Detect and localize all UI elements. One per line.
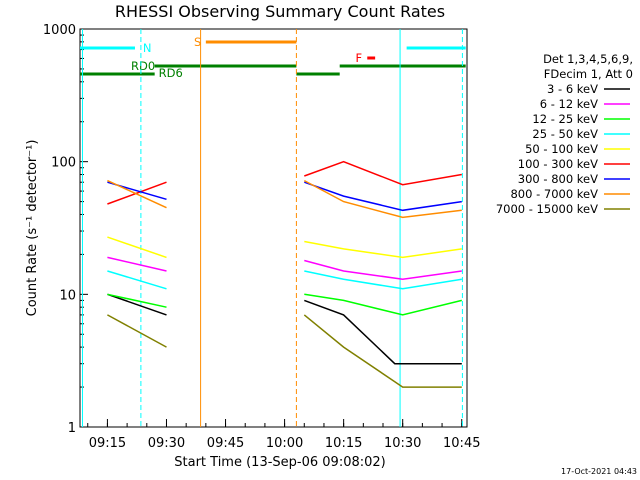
series-line <box>107 293 167 316</box>
legend-label: 12 - 25 keV <box>532 112 598 126</box>
plot-frame <box>79 28 468 428</box>
legend-label: 800 - 7000 keV <box>510 187 598 201</box>
x-axis-label: Start Time (13-Sep-06 09:08:02) <box>174 455 385 470</box>
timestamp: 17-Oct-2021 04:43 <box>561 467 637 476</box>
legend: Det 1,3,4,5,6,9, FDecim 1, Att 0 3 - 6 k… <box>496 52 633 216</box>
series-lines <box>107 160 462 388</box>
y-tick-label: 1000 <box>43 23 76 38</box>
plot-area: 1 10 100 1000 09:15 09:30 09:45 10:00 10:15 10:3… <box>43 23 481 451</box>
x-tick-label: 09:30 <box>148 436 185 451</box>
flag-label: S <box>194 35 201 49</box>
flag-label: F <box>355 51 362 65</box>
legend-label: 6 - 12 keV <box>540 97 598 111</box>
x-tick-label: 10:30 <box>384 436 421 451</box>
series-line <box>107 256 167 272</box>
series-line <box>304 240 462 259</box>
flag-bars: N S RD0 RD6 F <box>80 35 466 80</box>
y-tick-label: 10 <box>59 288 76 303</box>
x-tick-label: 09:45 <box>207 436 244 451</box>
series-line <box>304 293 462 316</box>
x-tick-label: 09:15 <box>89 436 126 451</box>
x-axis: 09:15 09:30 09:45 10:00 10:15 10:30 10:45 <box>87 419 480 451</box>
x-tick-label: 10:45 <box>443 436 480 451</box>
chart-title: RHESSI Observing Summary Count Rates <box>115 2 445 21</box>
legend-header-line1: Det 1,3,4,5,6,9, <box>543 52 633 66</box>
series-line <box>107 236 167 259</box>
flag-label: RD0 <box>131 59 155 73</box>
series-line <box>107 270 167 290</box>
legend-label: 25 - 50 keV <box>532 127 598 141</box>
y-tick-label: 100 <box>51 156 76 171</box>
legend-label: 50 - 100 keV <box>525 142 598 156</box>
flag-label: N <box>143 41 152 55</box>
series-line <box>107 314 167 348</box>
series-line <box>107 179 167 209</box>
series-line <box>304 160 462 186</box>
y-axis: 1 10 100 1000 <box>43 23 88 436</box>
legend-label: 3 - 6 keV <box>547 82 598 96</box>
x-tick-label: 10:00 <box>266 436 303 451</box>
legend-header-line2: FDecim 1, Att 0 <box>544 67 633 81</box>
series-line <box>304 259 462 280</box>
series-line <box>303 179 462 219</box>
y-axis-label: Count Rate (s⁻¹ detector⁻¹) <box>25 140 40 317</box>
legend-label: 100 - 300 keV <box>518 157 598 171</box>
x-tick-label: 10:15 <box>325 436 362 451</box>
series-line <box>303 314 462 388</box>
series-line <box>107 293 167 308</box>
time-markers <box>81 29 463 427</box>
series-line <box>107 181 167 205</box>
flag-label: RD6 <box>159 66 183 80</box>
series-line <box>304 299 462 365</box>
y-tick-label: 1 <box>68 421 76 436</box>
legend-label: 300 - 800 keV <box>518 172 598 186</box>
series-line <box>304 270 462 290</box>
legend-label: 7000 - 15000 keV <box>496 202 598 216</box>
series-line <box>304 181 462 212</box>
